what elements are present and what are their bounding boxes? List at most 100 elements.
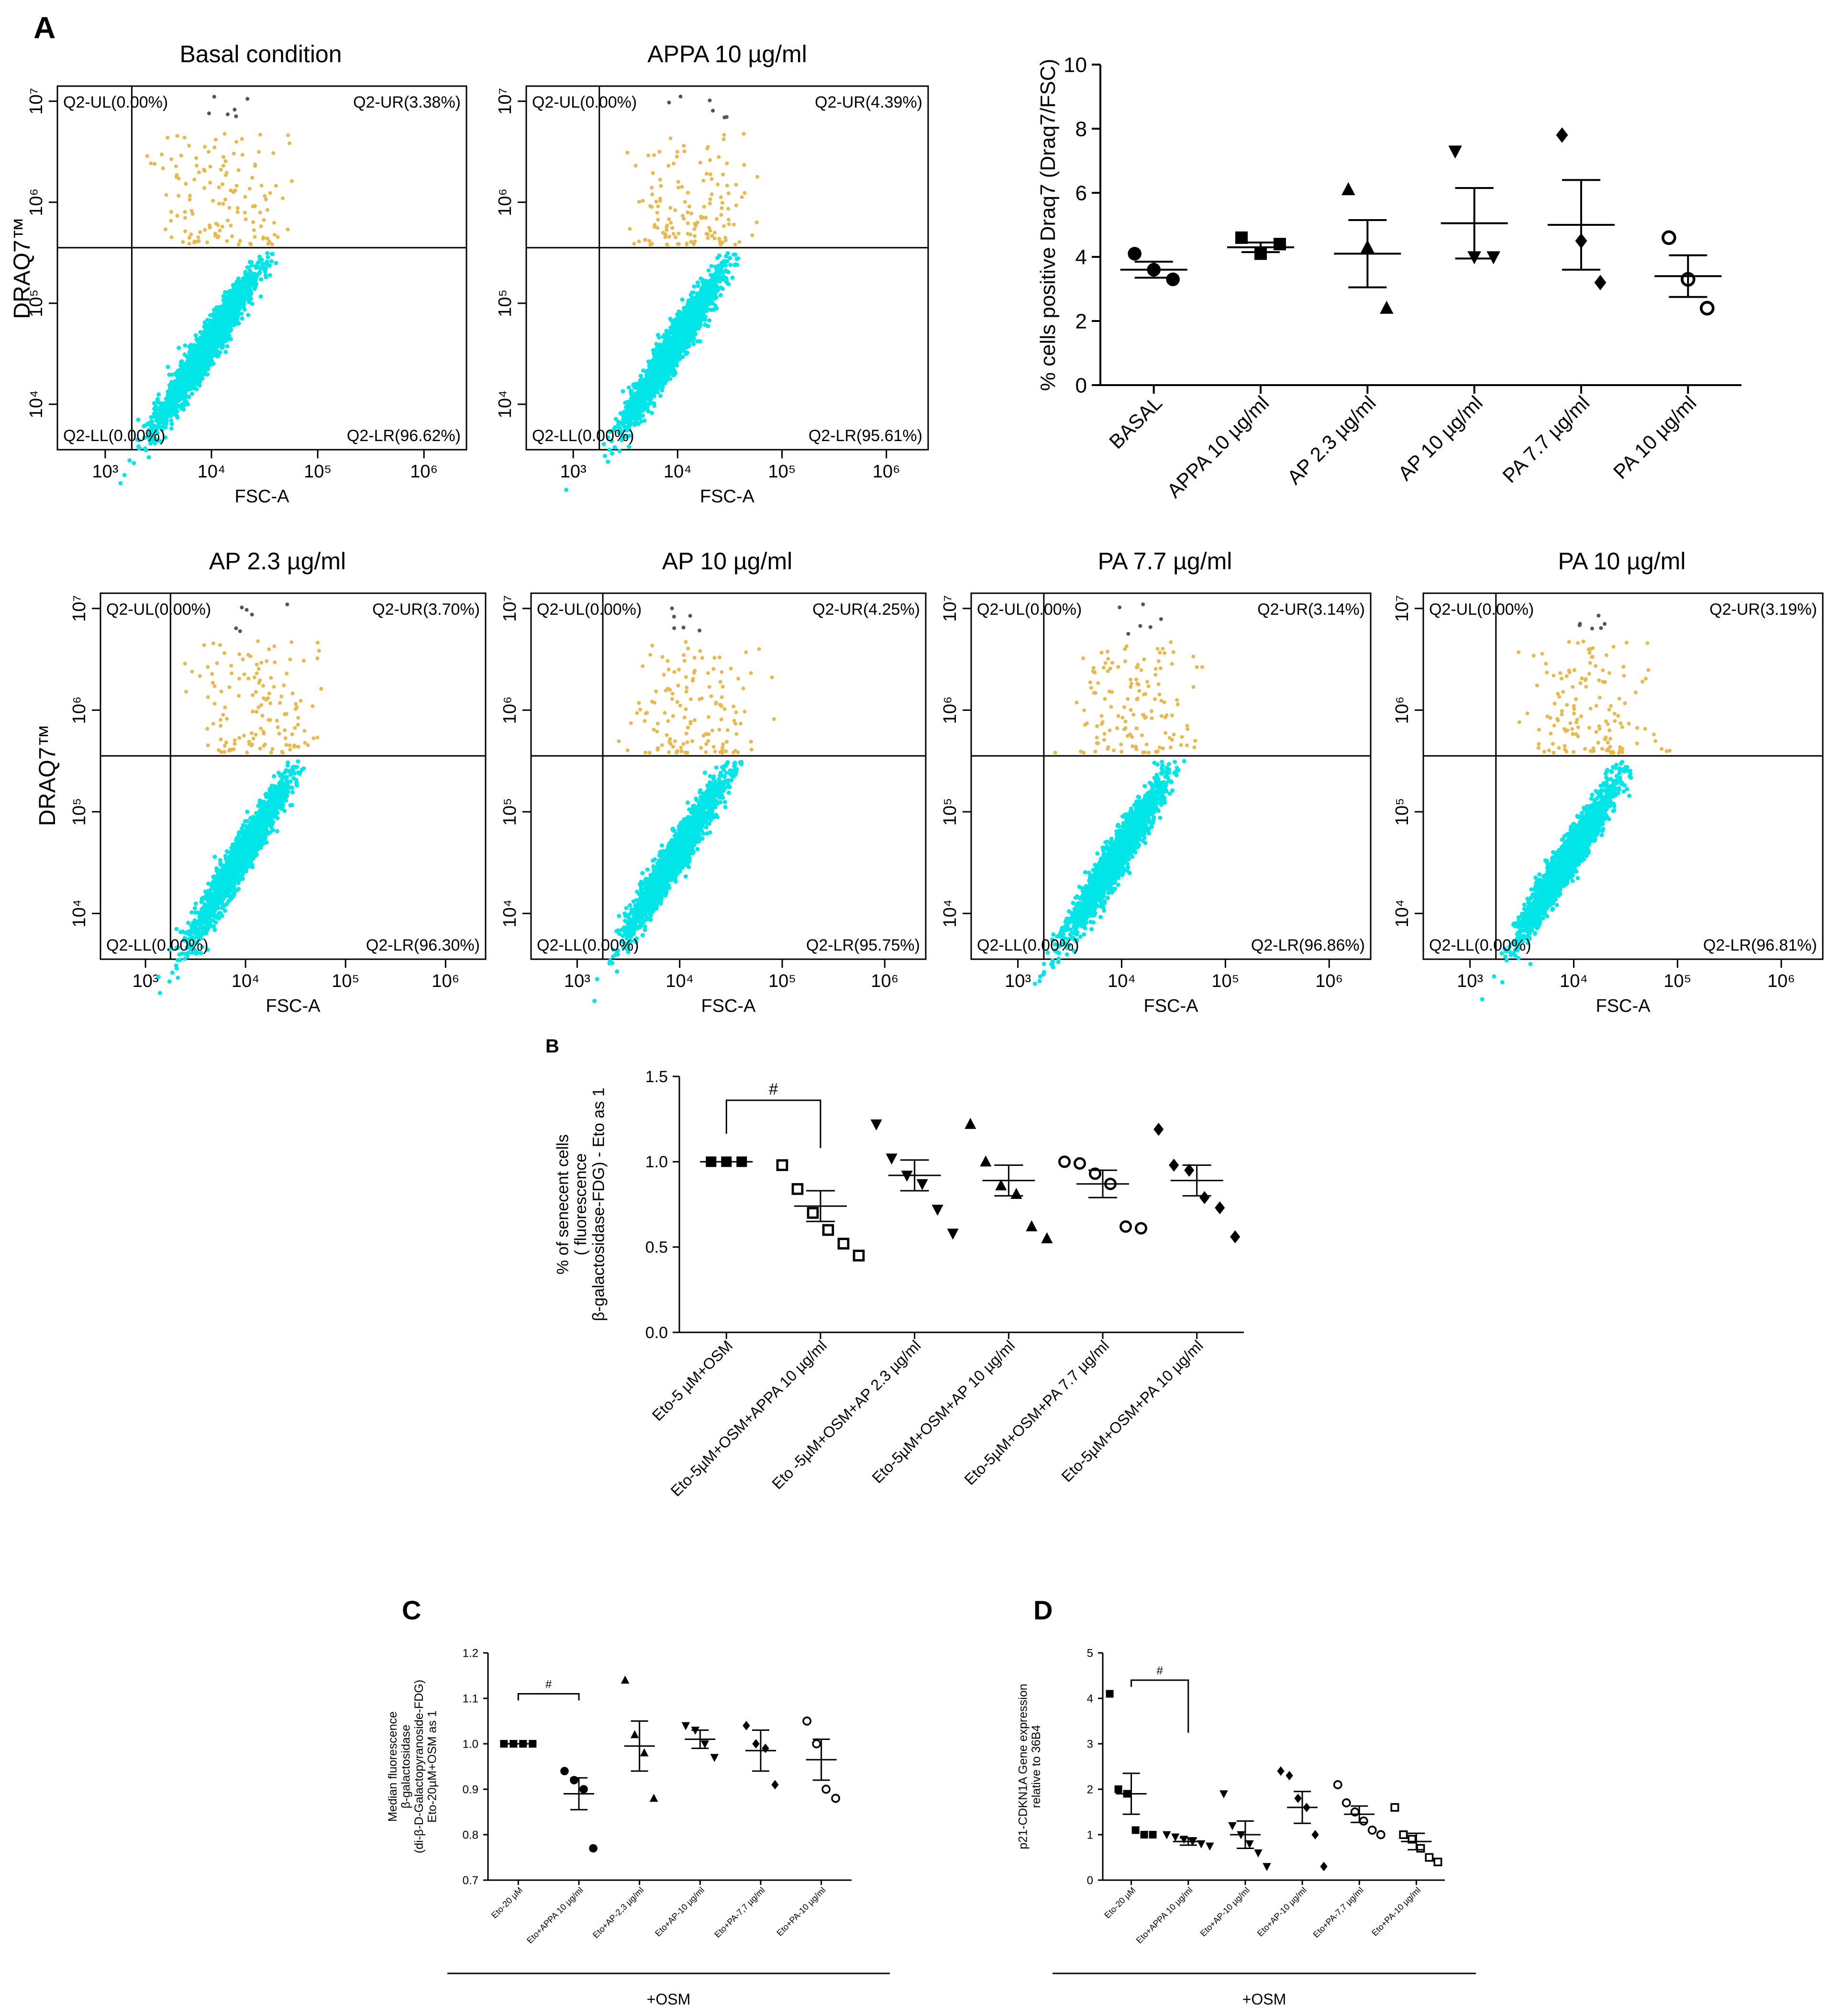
positive-event-dot bbox=[665, 242, 669, 246]
positive-event-dot bbox=[667, 234, 671, 239]
positive-event-dot bbox=[183, 216, 187, 220]
negative-event-dot bbox=[702, 282, 707, 287]
negative-event-dot bbox=[164, 416, 169, 421]
flow-x-tick-label: 10³ bbox=[133, 971, 159, 991]
negative-event-dot bbox=[660, 381, 665, 386]
positive-event-dot bbox=[169, 157, 174, 161]
positive-event-dot bbox=[670, 226, 675, 230]
negative-event-dot bbox=[709, 273, 713, 277]
positive-event-dot bbox=[274, 184, 278, 188]
positive-event-dot bbox=[675, 150, 679, 154]
positive-event-dot bbox=[259, 224, 263, 228]
negative-event-dot bbox=[687, 344, 691, 349]
negative-event-dot bbox=[258, 266, 263, 270]
quadrant-lr-label: Q2-LR(96.62%) bbox=[347, 427, 461, 445]
other-event-dot bbox=[678, 94, 683, 99]
negative-event-dot bbox=[680, 334, 685, 339]
negative-event-dot bbox=[171, 380, 176, 385]
positive-event-dot bbox=[234, 140, 239, 144]
negative-event-dot bbox=[229, 309, 234, 313]
positive-event-dot bbox=[182, 135, 187, 140]
positive-event-dot bbox=[737, 240, 742, 244]
negative-event-dot bbox=[642, 377, 647, 382]
negative-event-dot bbox=[662, 332, 667, 337]
positive-event-dot bbox=[657, 150, 662, 154]
positive-event-dot bbox=[698, 160, 702, 165]
negative-event-dot bbox=[205, 318, 210, 322]
negative-event-dot bbox=[658, 361, 663, 366]
positive-event-dot bbox=[265, 236, 269, 241]
negative-event-dot bbox=[664, 329, 669, 333]
negative-event-dot bbox=[249, 260, 254, 265]
positive-event-dot bbox=[169, 235, 174, 239]
panel-label-C: C bbox=[402, 1595, 421, 1625]
positive-event-dot bbox=[656, 218, 660, 222]
negative-event-dot bbox=[646, 397, 651, 401]
positive-event-dot bbox=[235, 210, 240, 214]
negative-event-dot bbox=[633, 386, 638, 390]
flow-y-label: DRAQ7™ bbox=[35, 724, 60, 826]
negative-event-dot bbox=[179, 406, 184, 411]
negative-event-dot bbox=[201, 358, 206, 363]
negative-event-dot bbox=[671, 331, 676, 335]
negative-event-dot bbox=[257, 271, 262, 276]
flow-y-tick-label: 10⁶ bbox=[69, 696, 89, 724]
negative-event-dot bbox=[654, 370, 658, 375]
negative-event-dot bbox=[227, 292, 232, 297]
negative-event-dot bbox=[686, 323, 690, 328]
positive-event-dot bbox=[721, 172, 725, 177]
negative-event-dot bbox=[252, 286, 257, 290]
negative-event-dot bbox=[274, 261, 278, 266]
negative-event-dot bbox=[210, 342, 215, 346]
negative-event-dot bbox=[663, 341, 668, 346]
negative-event-dot bbox=[722, 277, 727, 282]
negative-event-dot bbox=[207, 357, 211, 362]
negative-event-dot bbox=[612, 445, 617, 450]
negative-event-dot bbox=[717, 279, 722, 284]
other-event-dot bbox=[212, 95, 216, 99]
flow-frame bbox=[525, 85, 929, 451]
positive-event-dot bbox=[188, 198, 192, 202]
negative-event-dot bbox=[673, 344, 677, 349]
negative-event-dot bbox=[223, 320, 228, 324]
negative-event-dot bbox=[189, 375, 194, 380]
positive-event-dot bbox=[740, 195, 744, 199]
negative-event-dot bbox=[199, 335, 203, 340]
positive-event-dot bbox=[667, 217, 671, 222]
positive-event-dot bbox=[633, 164, 638, 168]
positive-event-dot bbox=[208, 165, 212, 169]
positive-event-dot bbox=[250, 176, 255, 180]
negative-event-dot bbox=[182, 352, 187, 357]
positive-event-dot bbox=[723, 235, 728, 240]
positive-event-dot bbox=[280, 196, 285, 200]
negative-event-dot bbox=[626, 418, 631, 422]
positive-event-dot bbox=[673, 208, 677, 212]
negative-event-dot bbox=[122, 473, 127, 477]
negative-event-dot bbox=[707, 318, 712, 323]
flow-title: AP 2.3 µg/ml bbox=[209, 548, 346, 575]
positive-event-dot bbox=[188, 194, 192, 198]
positive-event-dot bbox=[707, 226, 711, 230]
negative-event-dot bbox=[213, 348, 218, 353]
positive-event-dot bbox=[721, 137, 726, 142]
negative-event-dot bbox=[167, 398, 172, 402]
negative-event-dot bbox=[253, 272, 257, 277]
negative-event-dot bbox=[641, 368, 646, 373]
negative-event-dot bbox=[662, 351, 666, 355]
negative-event-dot bbox=[197, 367, 202, 372]
negative-event-dot bbox=[690, 290, 695, 295]
panel-label-A: A bbox=[33, 11, 55, 45]
negative-event-dot bbox=[169, 418, 174, 423]
panel-label-D: D bbox=[1033, 1595, 1053, 1625]
negative-event-dot bbox=[219, 332, 223, 337]
positive-event-dot bbox=[699, 216, 703, 220]
panel-label-B: B bbox=[545, 1036, 559, 1057]
flow-title: Basal condition bbox=[179, 41, 342, 67]
negative-event-dot bbox=[170, 388, 175, 393]
negative-event-dot bbox=[174, 373, 179, 378]
negative-event-dot bbox=[182, 364, 187, 369]
negative-event-dot bbox=[249, 276, 254, 280]
negative-event-dot bbox=[148, 420, 153, 425]
positive-event-dot bbox=[153, 162, 157, 166]
